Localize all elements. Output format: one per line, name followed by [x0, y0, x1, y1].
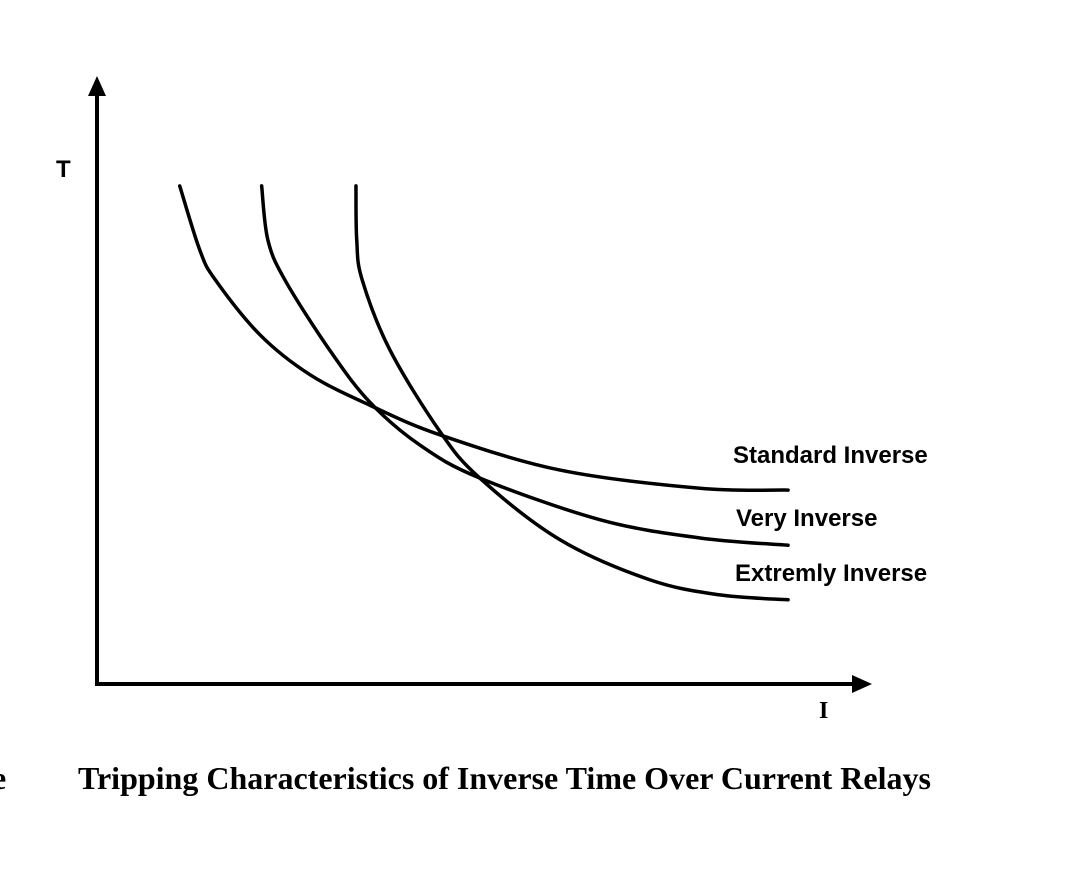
x-axis-label: I [819, 698, 828, 724]
series-label-very-inverse: Very Inverse [736, 505, 877, 532]
y-axis-label: T [56, 156, 71, 183]
y-axis-arrowhead [88, 76, 106, 96]
x-axis-arrowhead [852, 675, 872, 693]
curve-very-inverse [259, 184, 790, 547]
curve-extremly-inverse [354, 184, 790, 602]
diagram-caption: Tripping Characteristics of Inverse Time… [78, 760, 931, 796]
series-label-extremly-inverse: Extremly Inverse [735, 560, 927, 587]
caption-fragment: e [0, 760, 6, 797]
curve-standard-inverse [177, 184, 790, 493]
series-label-standard-inverse: Standard Inverse [733, 442, 928, 469]
